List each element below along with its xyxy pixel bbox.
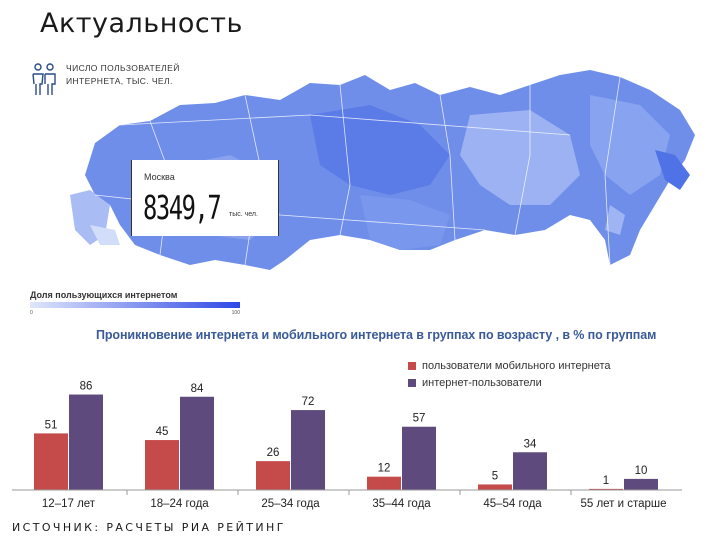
share-legend-max: 100 [231,310,240,316]
category-label-2: 25–34 года [261,498,320,510]
data-label-mobile-1: 45 [156,426,169,438]
data-label-internet-5: 10 [635,465,648,477]
chart-legend: пользователи мобильного интернета интерн… [408,357,611,391]
bar-internet-4 [513,452,547,490]
bar-internet-1 [180,396,214,490]
users-legend-label: ЧИСЛО ПОЛЬЗОВАТЕЛЕЙ ИНТЕРНЕТА, ТЫС. ЧЕЛ. [66,62,216,88]
share-legend-min: 0 [30,310,33,316]
share-legend-title: Доля пользующихся интернетом [30,290,178,300]
users-legend-line1: ЧИСЛО ПОЛЬЗОВАТЕЛЕЙ [66,63,180,73]
moscow-users-value: 8349,7 [143,188,222,227]
people-icon [32,63,56,95]
bar-internet-2 [291,410,325,490]
data-label-internet-4: 34 [524,438,537,450]
legend-item-internet: интернет-пользователи [408,374,611,391]
data-label-internet-3: 57 [413,413,426,425]
bar-mobile-4 [478,484,512,490]
moscow-users-unit: тыс. чел. [229,211,258,218]
category-label-3: 35–44 года [372,498,431,510]
data-label-internet-2: 72 [302,396,315,408]
bar-mobile-3 [367,476,401,490]
data-label-mobile-0: 51 [45,419,58,431]
share-legend-ticks: 0 100 [30,310,240,316]
legend-swatch-internet [408,378,416,387]
bar-mobile-5 [589,488,623,490]
moscow-callout: Москва 8349,7 тыс. чел. [131,160,279,236]
bar-internet-0 [69,394,103,490]
legend-swatch-mobile [408,361,416,370]
legend-label-internet: интернет-пользователи [422,376,542,389]
bar-mobile-0 [34,433,68,490]
bar-mobile-2 [256,461,290,490]
legend-item-mobile: пользователи мобильного интернета [408,357,611,374]
data-label-mobile-3: 12 [378,463,391,475]
users-legend: ЧИСЛО ПОЛЬЗОВАТЕЛЕЙ ИНТЕРНЕТА, ТЫС. ЧЕЛ. [30,62,216,96]
legend-label-mobile: пользователи мобильного интернета [422,359,611,372]
category-label-1: 18–24 года [150,498,209,510]
users-legend-line2: ИНТЕРНЕТА, ТЫС. ЧЕЛ. [66,76,173,86]
category-label-5: 55 лет и старше [580,498,666,510]
bar-internet-5 [624,478,658,490]
share-legend-gradient [30,302,240,308]
category-label-4: 45–54 года [483,498,542,510]
chart-title: Проникновение интернета и мобильного инт… [96,328,657,342]
category-label-0: 12–17 лет [42,498,96,510]
share-legend: Доля пользующихся интернетом 0 100 [30,290,240,316]
source-note: ИСТОЧНИК: РАСЧЕТЫ РИА РЕЙТИНГ [12,521,286,534]
data-label-internet-1: 84 [191,383,204,395]
data-label-internet-0: 86 [80,381,93,393]
data-label-mobile-5: 1 [603,475,609,487]
data-label-mobile-2: 26 [267,447,280,459]
slide-title: Актуальность [40,8,243,39]
data-label-mobile-4: 5 [492,470,498,482]
bar-mobile-1 [145,440,179,490]
moscow-city-label: Москва [144,172,175,182]
bar-internet-3 [402,426,436,490]
